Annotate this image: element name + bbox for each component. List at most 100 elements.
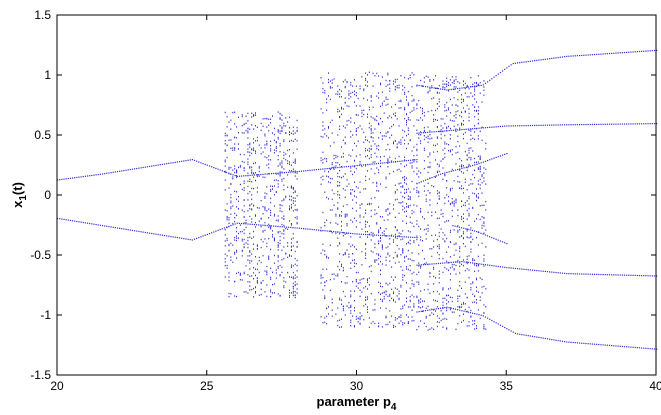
data-point [463, 227, 465, 229]
data-point [477, 264, 479, 266]
data-point [78, 176, 80, 178]
data-point [472, 95, 474, 97]
data-point [523, 334, 525, 336]
data-point [289, 294, 291, 297]
data-point [400, 141, 402, 144]
data-point [262, 224, 264, 226]
data-point [99, 224, 101, 226]
data-point [365, 165, 367, 167]
data-point [396, 198, 398, 200]
data-point [322, 321, 324, 324]
data-point [366, 236, 368, 238]
data-point [361, 278, 363, 280]
data-point [281, 232, 283, 235]
data-point [287, 228, 289, 231]
data-point [438, 191, 440, 193]
data-point [468, 96, 470, 98]
data-point [226, 116, 228, 118]
data-point [489, 159, 491, 161]
data-point [387, 74, 389, 76]
data-point [416, 295, 418, 298]
data-point [466, 169, 468, 172]
data-point [370, 156, 372, 159]
data-point [470, 315, 472, 317]
data-point [403, 236, 405, 238]
data-point [448, 294, 450, 297]
data-point [365, 252, 367, 254]
data-point [381, 104, 383, 106]
data-point [277, 131, 279, 133]
data-point [389, 156, 391, 158]
data-point [378, 92, 380, 94]
data-point [647, 275, 649, 277]
data-point [448, 107, 450, 109]
data-point [546, 58, 549, 60]
data-point [641, 123, 643, 125]
data-point [243, 272, 245, 275]
data-point [602, 123, 604, 125]
data-point [355, 210, 357, 212]
data-point [416, 129, 418, 131]
data-point [568, 273, 570, 275]
data-point [427, 283, 429, 285]
data-point [462, 192, 464, 194]
data-point [418, 299, 420, 301]
data-point [249, 180, 251, 183]
data-point [431, 85, 433, 87]
data-point [226, 217, 228, 219]
data-point [568, 341, 570, 343]
data-point [366, 203, 368, 206]
data-point [283, 280, 285, 282]
data-point [230, 166, 232, 169]
data-point [253, 172, 255, 175]
data-point [462, 172, 464, 174]
data-point [409, 221, 411, 223]
data-point [420, 228, 422, 230]
data-point [387, 252, 389, 254]
data-point [283, 233, 285, 235]
data-point [326, 256, 328, 259]
data-point [538, 59, 540, 61]
data-point [348, 119, 350, 122]
data-point [421, 107, 423, 110]
data-point [249, 205, 251, 207]
data-point [485, 246, 487, 248]
data-point [444, 317, 446, 320]
data-point [366, 116, 368, 118]
data-point [260, 225, 262, 228]
data-point [270, 118, 272, 120]
data-point [200, 236, 202, 238]
data-point [359, 160, 361, 163]
data-point [251, 124, 253, 126]
data-point [65, 178, 67, 180]
data-point [486, 317, 489, 319]
data-point [104, 225, 106, 227]
data-point [474, 127, 476, 130]
data-point [470, 157, 472, 159]
data-point [121, 228, 123, 230]
data-point [329, 278, 331, 281]
data-point [407, 133, 409, 135]
data-point [448, 301, 450, 303]
data-point [254, 179, 256, 182]
data-point [446, 83, 448, 85]
data-point [374, 213, 376, 216]
data-point [266, 284, 268, 286]
data-point [394, 251, 396, 254]
data-point [479, 92, 481, 94]
data-point [370, 135, 372, 138]
data-point [474, 328, 476, 330]
data-point [429, 204, 431, 206]
data-point [464, 245, 466, 248]
data-point [418, 176, 420, 178]
data-point [157, 164, 159, 166]
data-point [344, 142, 346, 144]
data-point [440, 128, 442, 131]
data-point [405, 314, 407, 316]
data-point [228, 168, 230, 170]
data-point [449, 296, 451, 298]
data-point [273, 215, 275, 217]
data-point [292, 200, 294, 202]
data-point [258, 207, 260, 209]
data-point [416, 159, 418, 161]
